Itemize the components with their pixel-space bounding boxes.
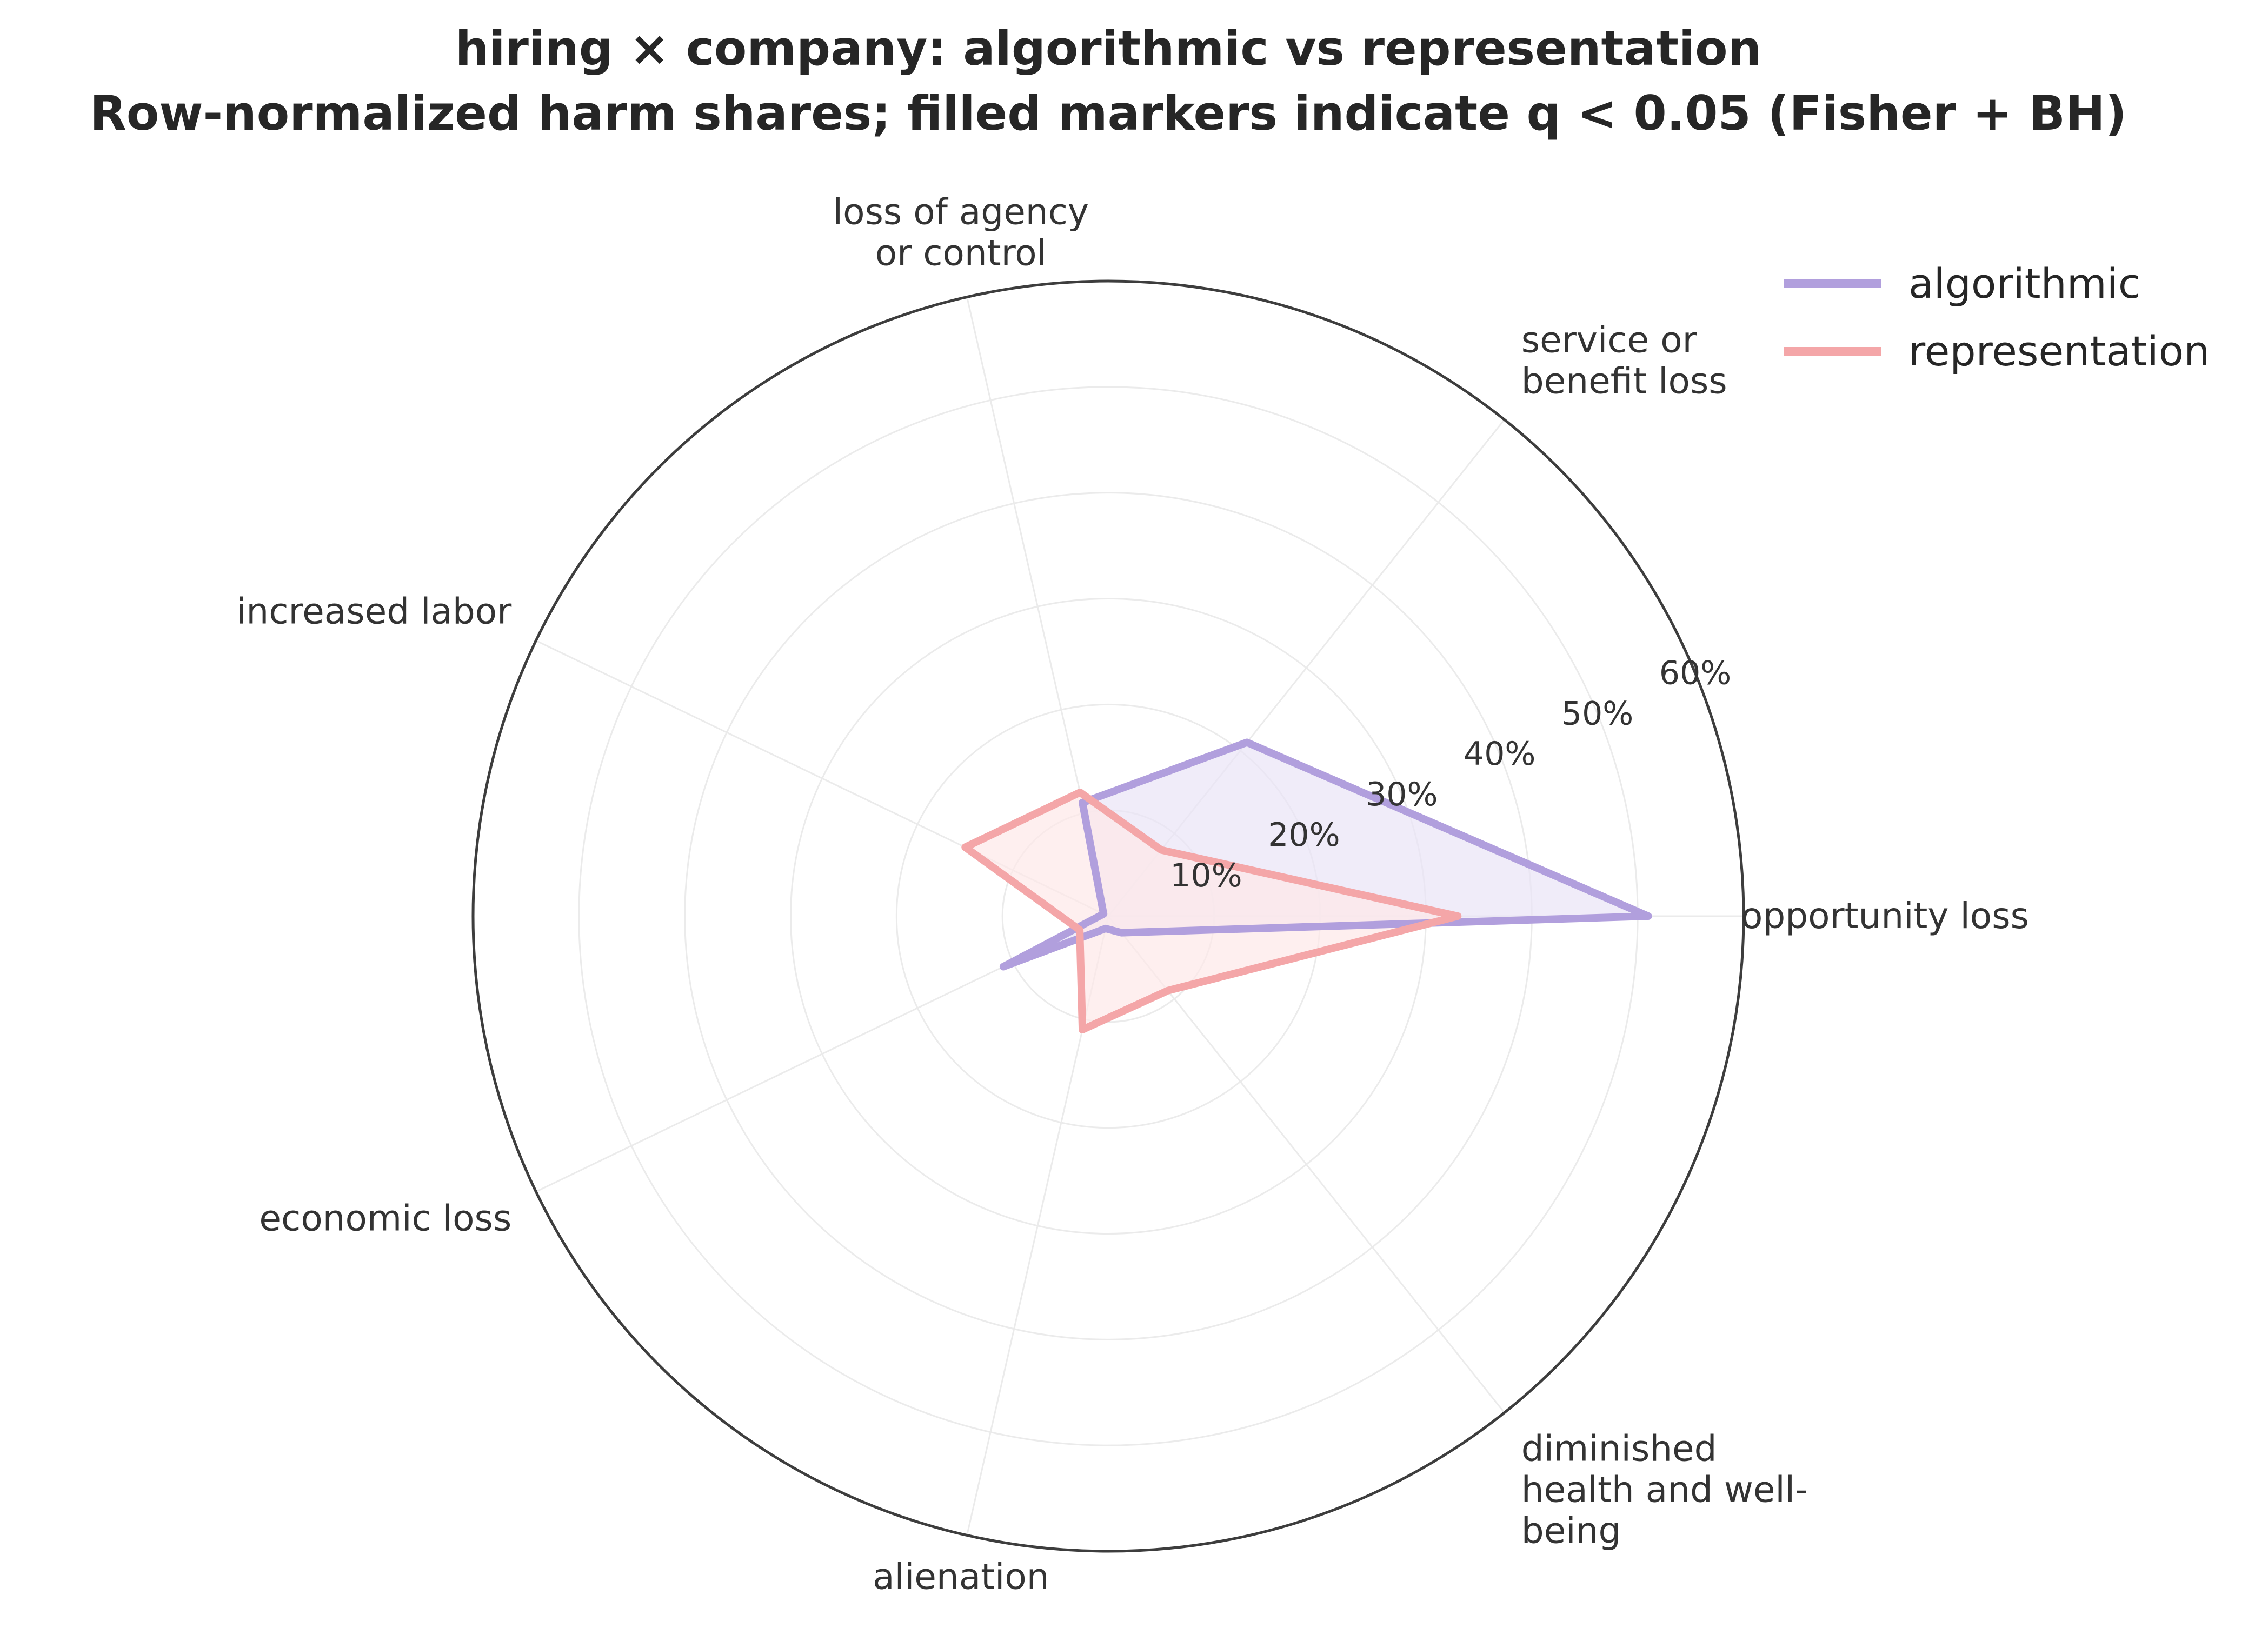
category-label-line: alienation — [873, 1556, 1049, 1597]
series-layer — [961, 738, 1652, 1033]
chart-title: hiring × company: algorithmic vs represe… — [455, 21, 1762, 76]
category-label: diminished health and well-being — [1521, 1428, 1808, 1552]
category-label: opportunity loss — [1741, 895, 2029, 937]
tick-label-layer: 10% 20% 30% 40% 50% 60% — [1170, 654, 1731, 895]
legend: algorithmic representation — [1784, 259, 2210, 375]
legend-label-representation: representation — [1908, 327, 2210, 375]
r-tick-label: 30% — [1366, 776, 1438, 813]
category-label-line: health and well- — [1521, 1469, 1808, 1511]
polar-frame — [471, 279, 1745, 1553]
series-line-algorithmic — [999, 738, 1652, 971]
axis-label-layer: opportunity loss service or benefit loss lo… — [236, 191, 2029, 1598]
series-line-representation — [961, 788, 1462, 1033]
category-label-line: or control — [875, 232, 1047, 274]
category-label-line: increased labor — [236, 591, 512, 632]
category-label-line: diminished — [1521, 1428, 1717, 1470]
category-label-line: loss of agency — [833, 191, 1089, 233]
legend-label-algorithmic: algorithmic — [1908, 259, 2141, 308]
r-tick-label: 20% — [1268, 816, 1340, 854]
chart-subtitle: Row-normalized harm shares; filled marke… — [90, 85, 2127, 141]
category-label-line: service or — [1521, 319, 1698, 361]
r-tick-label: 50% — [1561, 695, 1633, 732]
category-label: increased labor — [236, 591, 512, 632]
category-label-line: being — [1521, 1510, 1621, 1552]
category-label-line: opportunity loss — [1741, 895, 2029, 937]
r-tick-label: 10% — [1170, 857, 1242, 895]
category-label: loss of agency or control — [833, 191, 1089, 274]
grid-spoke — [1107, 916, 1505, 1413]
category-label: economic loss — [259, 1198, 511, 1239]
category-label-line: benefit loss — [1521, 360, 1727, 402]
category-label-line: economic loss — [259, 1198, 511, 1239]
r-tick-label: 60% — [1659, 654, 1731, 692]
r-tick-label: 40% — [1464, 735, 1535, 773]
category-label: alienation — [873, 1556, 1049, 1597]
category-label: service or benefit loss — [1521, 319, 1727, 402]
